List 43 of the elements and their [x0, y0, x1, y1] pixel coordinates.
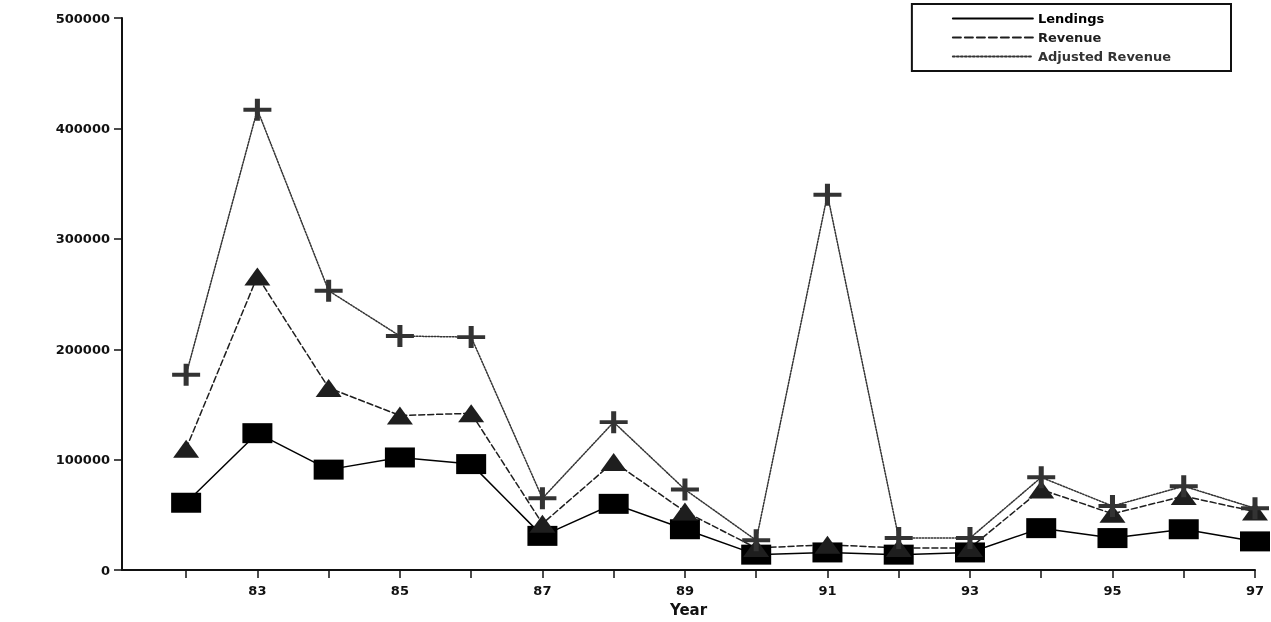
point	[742, 529, 771, 552]
point	[813, 183, 842, 206]
y-tick-label: 200000	[55, 341, 110, 357]
x-tick-label: 91	[818, 583, 837, 599]
x-tick-label: 89	[675, 583, 694, 599]
point	[1240, 531, 1270, 552]
y-tick-label: 0	[100, 562, 110, 578]
text: Lendings	[1037, 11, 1105, 26]
x-tick-label: 85	[390, 583, 409, 599]
point	[457, 326, 486, 349]
y-tick-label: 500000	[55, 10, 110, 26]
text: Revenue	[1037, 30, 1102, 45]
point	[1169, 475, 1198, 498]
point	[599, 411, 628, 434]
point	[814, 535, 841, 554]
x-tick-label: 97	[1245, 583, 1265, 599]
point	[315, 378, 342, 397]
x-tick-label: 95	[1103, 583, 1122, 599]
x-tick-label: 87	[533, 583, 552, 599]
point	[1241, 497, 1269, 520]
point	[386, 406, 413, 425]
point	[314, 279, 343, 302]
point	[955, 527, 984, 550]
y-tick-label: 400000	[55, 120, 110, 136]
point	[671, 502, 698, 521]
point	[173, 439, 200, 458]
y-tick-label: 100000	[55, 452, 110, 468]
point	[385, 325, 414, 348]
point	[243, 98, 272, 121]
point	[529, 514, 556, 533]
point	[172, 363, 201, 386]
point	[528, 487, 557, 510]
point	[884, 527, 913, 550]
x-axis-title: Year	[668, 600, 708, 619]
point	[1098, 495, 1127, 518]
x-tick-label: 93	[960, 583, 980, 599]
point	[1027, 466, 1056, 489]
point	[600, 452, 627, 471]
x-tick-label: 83	[248, 583, 267, 599]
point	[458, 404, 485, 423]
point	[244, 267, 271, 286]
y-tick-label: 300000	[55, 231, 110, 247]
text: Adjusted Revenue	[1037, 49, 1172, 64]
